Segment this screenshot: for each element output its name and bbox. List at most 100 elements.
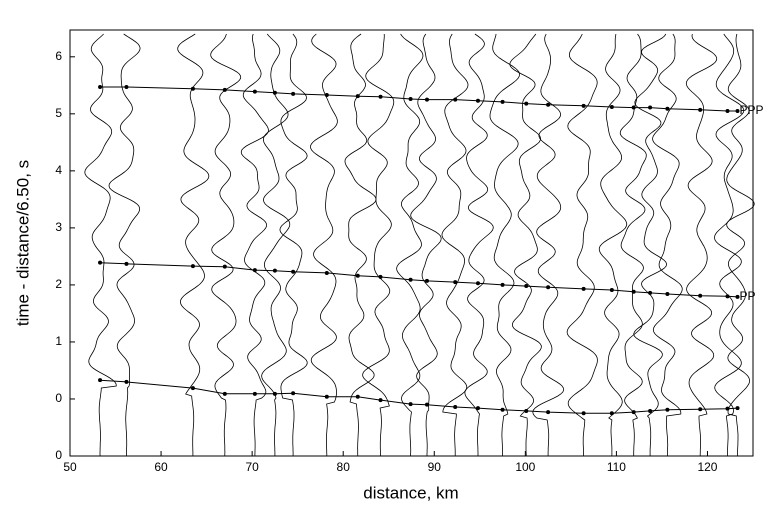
trace <box>652 33 683 457</box>
pick <box>98 85 103 90</box>
pick <box>424 278 429 283</box>
pick <box>378 94 383 99</box>
pick <box>124 261 129 266</box>
pick <box>475 281 480 286</box>
y-axis-title: time - distance/6.50, s <box>13 160 32 326</box>
pick <box>725 294 730 299</box>
pick <box>631 410 636 415</box>
x-tick-label: 50 <box>63 460 77 474</box>
pick <box>291 269 296 274</box>
pick <box>609 288 614 293</box>
trace <box>633 33 668 456</box>
pick <box>222 264 227 269</box>
trace <box>726 33 755 456</box>
pick <box>453 404 458 409</box>
pick <box>581 286 586 291</box>
x-tick-label: 60 <box>154 460 168 474</box>
pick <box>500 407 505 412</box>
pick <box>698 107 703 112</box>
y-tick-label: 5 <box>55 106 62 120</box>
pick <box>735 294 740 299</box>
trace <box>108 33 141 456</box>
pick <box>698 293 703 298</box>
pick <box>453 97 458 102</box>
x-tick-label: 90 <box>428 460 442 474</box>
pick <box>378 274 383 279</box>
pick <box>408 97 413 102</box>
pick <box>524 284 529 289</box>
pick <box>355 94 360 99</box>
pick <box>475 98 480 103</box>
pick <box>272 268 277 273</box>
trace <box>714 33 745 456</box>
pick <box>98 260 103 265</box>
pick <box>272 391 277 396</box>
plot-frame <box>69 29 754 457</box>
trace <box>598 33 628 457</box>
pick <box>324 270 329 275</box>
pick <box>500 282 505 287</box>
x-tick-label: 110 <box>607 460 626 474</box>
pick <box>124 85 129 90</box>
x-tick-label: 100 <box>515 460 535 474</box>
y-tick-label: 6 <box>55 49 62 63</box>
pick-curve <box>100 262 738 298</box>
pick <box>631 105 636 110</box>
pick <box>631 289 636 294</box>
trace <box>396 33 424 456</box>
pick <box>124 379 129 384</box>
pick <box>581 411 586 416</box>
y-tick-label: 0 <box>55 391 62 405</box>
pick <box>546 410 551 415</box>
pick <box>355 394 360 399</box>
trace <box>344 33 377 457</box>
pick <box>665 106 670 111</box>
pick <box>291 391 296 396</box>
pick <box>735 108 740 113</box>
pick <box>725 108 730 113</box>
trace <box>619 33 647 456</box>
trace <box>509 33 542 456</box>
pick <box>190 386 195 391</box>
pick <box>735 406 740 411</box>
pick <box>475 406 480 411</box>
pick <box>252 89 257 94</box>
y-tick-label: 0 <box>55 448 62 462</box>
pick <box>648 408 653 413</box>
x-tick-label: 80 <box>337 460 351 474</box>
x-axis-title: distance, km <box>363 483 458 502</box>
y-tick-label: 4 <box>55 163 62 177</box>
trace <box>362 33 395 456</box>
trace <box>532 33 565 456</box>
x-tick-label: 120 <box>697 460 717 474</box>
pick <box>648 105 653 110</box>
pick <box>500 99 505 104</box>
pick <box>324 93 329 98</box>
pick-curve <box>100 379 738 414</box>
trace <box>177 33 210 456</box>
trace <box>279 33 308 456</box>
pick <box>725 406 730 411</box>
trace <box>261 33 291 456</box>
pick <box>222 391 227 396</box>
y-tick-label: 3 <box>55 220 62 234</box>
trace <box>84 33 117 457</box>
pick <box>324 394 329 399</box>
trace <box>210 33 242 456</box>
pick <box>355 273 360 278</box>
pick <box>648 290 653 295</box>
pick <box>222 87 227 92</box>
trace <box>310 33 338 456</box>
trace <box>410 33 442 456</box>
trace <box>464 33 494 456</box>
x-tick-label: 70 <box>245 460 259 474</box>
y-tick-label: 2 <box>55 277 62 291</box>
pick <box>524 101 529 106</box>
pick <box>609 411 614 416</box>
trace <box>441 33 469 456</box>
pick <box>546 285 551 290</box>
pick <box>408 402 413 407</box>
pick <box>291 91 296 96</box>
trace <box>685 33 718 456</box>
